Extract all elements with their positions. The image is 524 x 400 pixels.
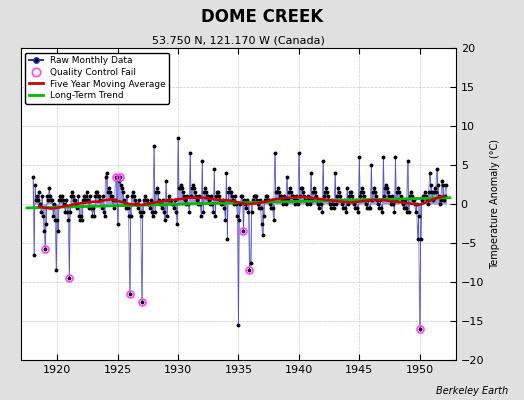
Title: 53.750 N, 121.170 W (Canada): 53.750 N, 121.170 W (Canada) [152,36,325,46]
Text: Berkeley Earth: Berkeley Earth [436,386,508,396]
Text: DOME CREEK: DOME CREEK [201,8,323,26]
Legend: Raw Monthly Data, Quality Control Fail, Five Year Moving Average, Long-Term Tren: Raw Monthly Data, Quality Control Fail, … [26,52,169,104]
Y-axis label: Temperature Anomaly (°C): Temperature Anomaly (°C) [490,139,500,269]
